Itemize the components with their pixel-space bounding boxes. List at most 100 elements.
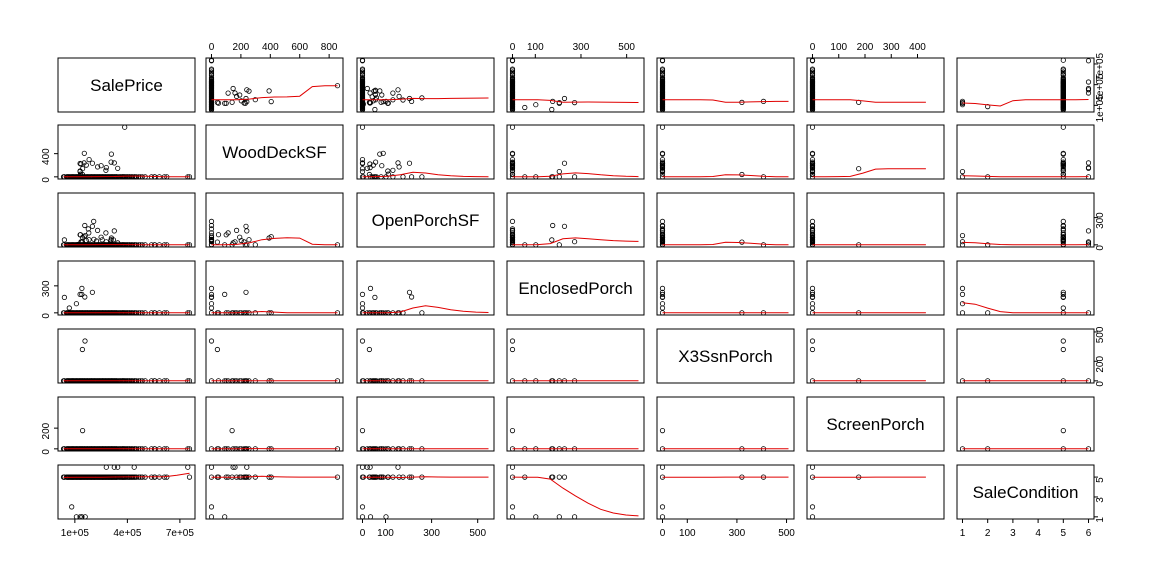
point-wooddecksf-vs-openporchsf xyxy=(400,174,406,180)
point-openporchsf-vs-saleprice xyxy=(85,226,91,232)
point-openporchsf-vs-wooddecksf xyxy=(208,237,215,243)
x-tick-label-x3ssnporch: 500 xyxy=(778,528,795,539)
panel-frame-wooddecksf-vs-openporchsf xyxy=(356,124,495,180)
point-wooddecksf-vs-openporchsf xyxy=(377,151,383,157)
point-saleprice-vs-salecondition xyxy=(1060,96,1066,102)
y-tick-label-right-saleprice: 7e+05 xyxy=(1095,52,1106,81)
point-enclosedporch-vs-wooddecksf xyxy=(208,291,215,297)
point-openporchsf-vs-enclosedporch xyxy=(556,242,562,248)
point-wooddecksf-vs-openporchsf xyxy=(359,157,366,163)
point-wooddecksf-vs-openporchsf xyxy=(379,163,385,169)
smoother-salecondition-vs-wooddecksf xyxy=(211,475,338,478)
point-saleprice-vs-screenporch xyxy=(809,102,816,108)
point-openporchsf-vs-salecondition xyxy=(1060,234,1066,241)
point-saleprice-vs-screenporch xyxy=(809,66,816,72)
point-saleprice-vs-wooddecksf xyxy=(208,69,215,75)
point-saleprice-vs-x3ssnporch xyxy=(659,87,666,93)
point-screenporch-vs-wooddecksf xyxy=(229,427,235,434)
panel-frame-x3ssnporch-vs-enclosedporch xyxy=(506,328,645,384)
point-salecondition-vs-enclosedporch xyxy=(556,474,562,480)
point-salecondition-vs-x3ssnporch xyxy=(659,504,666,510)
point-openporchsf-vs-x3ssnporch xyxy=(760,242,767,248)
point-wooddecksf-vs-openporchsf xyxy=(408,174,415,180)
point-salecondition-vs-enclosedporch xyxy=(533,514,539,520)
point-saleprice-vs-wooddecksf xyxy=(234,93,240,100)
point-saleprice-vs-enclosedporch xyxy=(509,66,516,72)
point-wooddecksf-vs-saleprice xyxy=(125,174,131,180)
point-salecondition-vs-openporchsf xyxy=(367,464,373,470)
x-tick-label-wooddecksf: 0 xyxy=(209,42,215,53)
point-wooddecksf-vs-salecondition xyxy=(1060,151,1066,157)
point-saleprice-vs-openporchsf xyxy=(359,77,366,83)
point-saleprice-vs-openporchsf xyxy=(359,66,366,72)
point-wooddecksf-vs-enclosedporch xyxy=(509,124,516,130)
point-saleprice-vs-openporchsf xyxy=(385,100,391,106)
point-saleprice-vs-wooddecksf xyxy=(208,58,215,64)
point-openporchsf-vs-wooddecksf xyxy=(252,242,258,248)
panel-frame-enclosedporch-vs-saleprice xyxy=(57,260,196,316)
point-saleprice-vs-wooddecksf xyxy=(223,100,229,106)
point-salecondition-vs-wooddecksf xyxy=(244,464,250,470)
point-saleprice-vs-enclosedporch xyxy=(509,84,516,90)
point-saleprice-vs-openporchsf xyxy=(379,92,385,98)
x-tick-label-openporchsf: 0 xyxy=(360,528,366,539)
point-enclosedporch-vs-openporchsf xyxy=(359,291,366,297)
point-openporchsf-vs-saleprice xyxy=(61,237,68,243)
point-enclosedporch-vs-wooddecksf xyxy=(222,291,228,297)
point-enclosedporch-vs-salecondition xyxy=(959,301,966,307)
point-enclosedporch-vs-wooddecksf xyxy=(246,310,252,316)
point-saleprice-vs-openporchsf xyxy=(377,88,383,94)
point-saleprice-vs-wooddecksf xyxy=(225,90,231,96)
panel-frame-x3ssnporch-vs-wooddecksf xyxy=(205,328,344,384)
point-salecondition-vs-x3ssnporch xyxy=(659,464,666,470)
panel-frames xyxy=(57,57,1095,520)
point-openporchsf-vs-enclosedporch xyxy=(509,218,516,224)
x-tick-label-enclosedporch: 500 xyxy=(618,42,635,53)
point-saleprice-vs-wooddecksf xyxy=(238,98,244,104)
point-openporchsf-vs-saleprice xyxy=(99,237,105,243)
point-saleprice-vs-x3ssnporch xyxy=(659,69,666,75)
point-saleprice-vs-enclosedporch xyxy=(549,106,555,113)
point-saleprice-vs-openporchsf xyxy=(396,93,402,100)
diagonal-label-screenporch: ScreenPorch xyxy=(826,415,924,434)
point-wooddecksf-vs-x3ssnporch xyxy=(659,162,666,168)
y-tick-label-right-x3ssnporch: 500 xyxy=(1095,326,1106,343)
point-x3ssnporch-vs-wooddecksf xyxy=(208,338,215,344)
point-saleprice-vs-x3ssnporch xyxy=(659,84,666,90)
point-salecondition-vs-openporchsf xyxy=(367,514,374,520)
panel-frame-salecondition-vs-salecondition xyxy=(956,464,1095,520)
point-enclosedporch-vs-screenporch xyxy=(809,305,816,311)
point-salecondition-vs-saleprice xyxy=(111,464,117,470)
point-wooddecksf-vs-saleprice xyxy=(108,159,114,165)
point-wooddecksf-vs-enclosedporch xyxy=(556,169,562,175)
y-tick-label-left-wooddecksf: 400 xyxy=(41,148,52,165)
point-enclosedporch-vs-screenporch xyxy=(809,294,816,300)
point-wooddecksf-vs-saleprice xyxy=(122,124,128,130)
point-salecondition-vs-wooddecksf xyxy=(230,464,236,470)
smoother-wooddecksf-vs-x3ssnporch xyxy=(662,174,789,178)
point-saleprice-vs-salecondition xyxy=(1060,57,1066,63)
point-saleprice-vs-salecondition xyxy=(1085,90,1092,96)
y-tick-label-left-wooddecksf: 0 xyxy=(41,177,52,183)
point-saleprice-vs-enclosedporch xyxy=(509,105,516,112)
point-enclosedporch-vs-salecondition xyxy=(1060,291,1066,297)
point-saleprice-vs-screenporch xyxy=(809,84,816,90)
y-tick-label-right-openporchsf: 300 xyxy=(1095,212,1106,229)
panel-frame-x3ssnporch-vs-screenporch xyxy=(806,328,945,384)
point-openporchsf-vs-salecondition xyxy=(1085,228,1092,234)
diagonal-label-enclosedporch: EnclosedPorch xyxy=(518,279,632,298)
smoother-openporchsf-vs-wooddecksf xyxy=(211,237,338,246)
panel-frame-salecondition-vs-screenporch xyxy=(806,464,945,520)
panel-frame-openporchsf-vs-openporchsf xyxy=(356,192,495,248)
point-saleprice-vs-screenporch xyxy=(809,87,816,93)
point-wooddecksf-vs-saleprice xyxy=(136,174,142,180)
y-tick-label-right-x3ssnporch: 0 xyxy=(1095,381,1106,387)
smoother-saleprice-vs-wooddecksf xyxy=(211,85,338,101)
point-openporchsf-vs-screenporch xyxy=(809,237,816,243)
x-tick-label-screenporch: 100 xyxy=(830,42,847,53)
point-openporchsf-vs-enclosedporch xyxy=(550,222,556,229)
panel-frame-wooddecksf-vs-x3ssnporch xyxy=(656,124,795,180)
point-openporchsf-vs-x3ssnporch xyxy=(659,237,666,243)
point-salecondition-vs-saleprice xyxy=(73,514,80,520)
